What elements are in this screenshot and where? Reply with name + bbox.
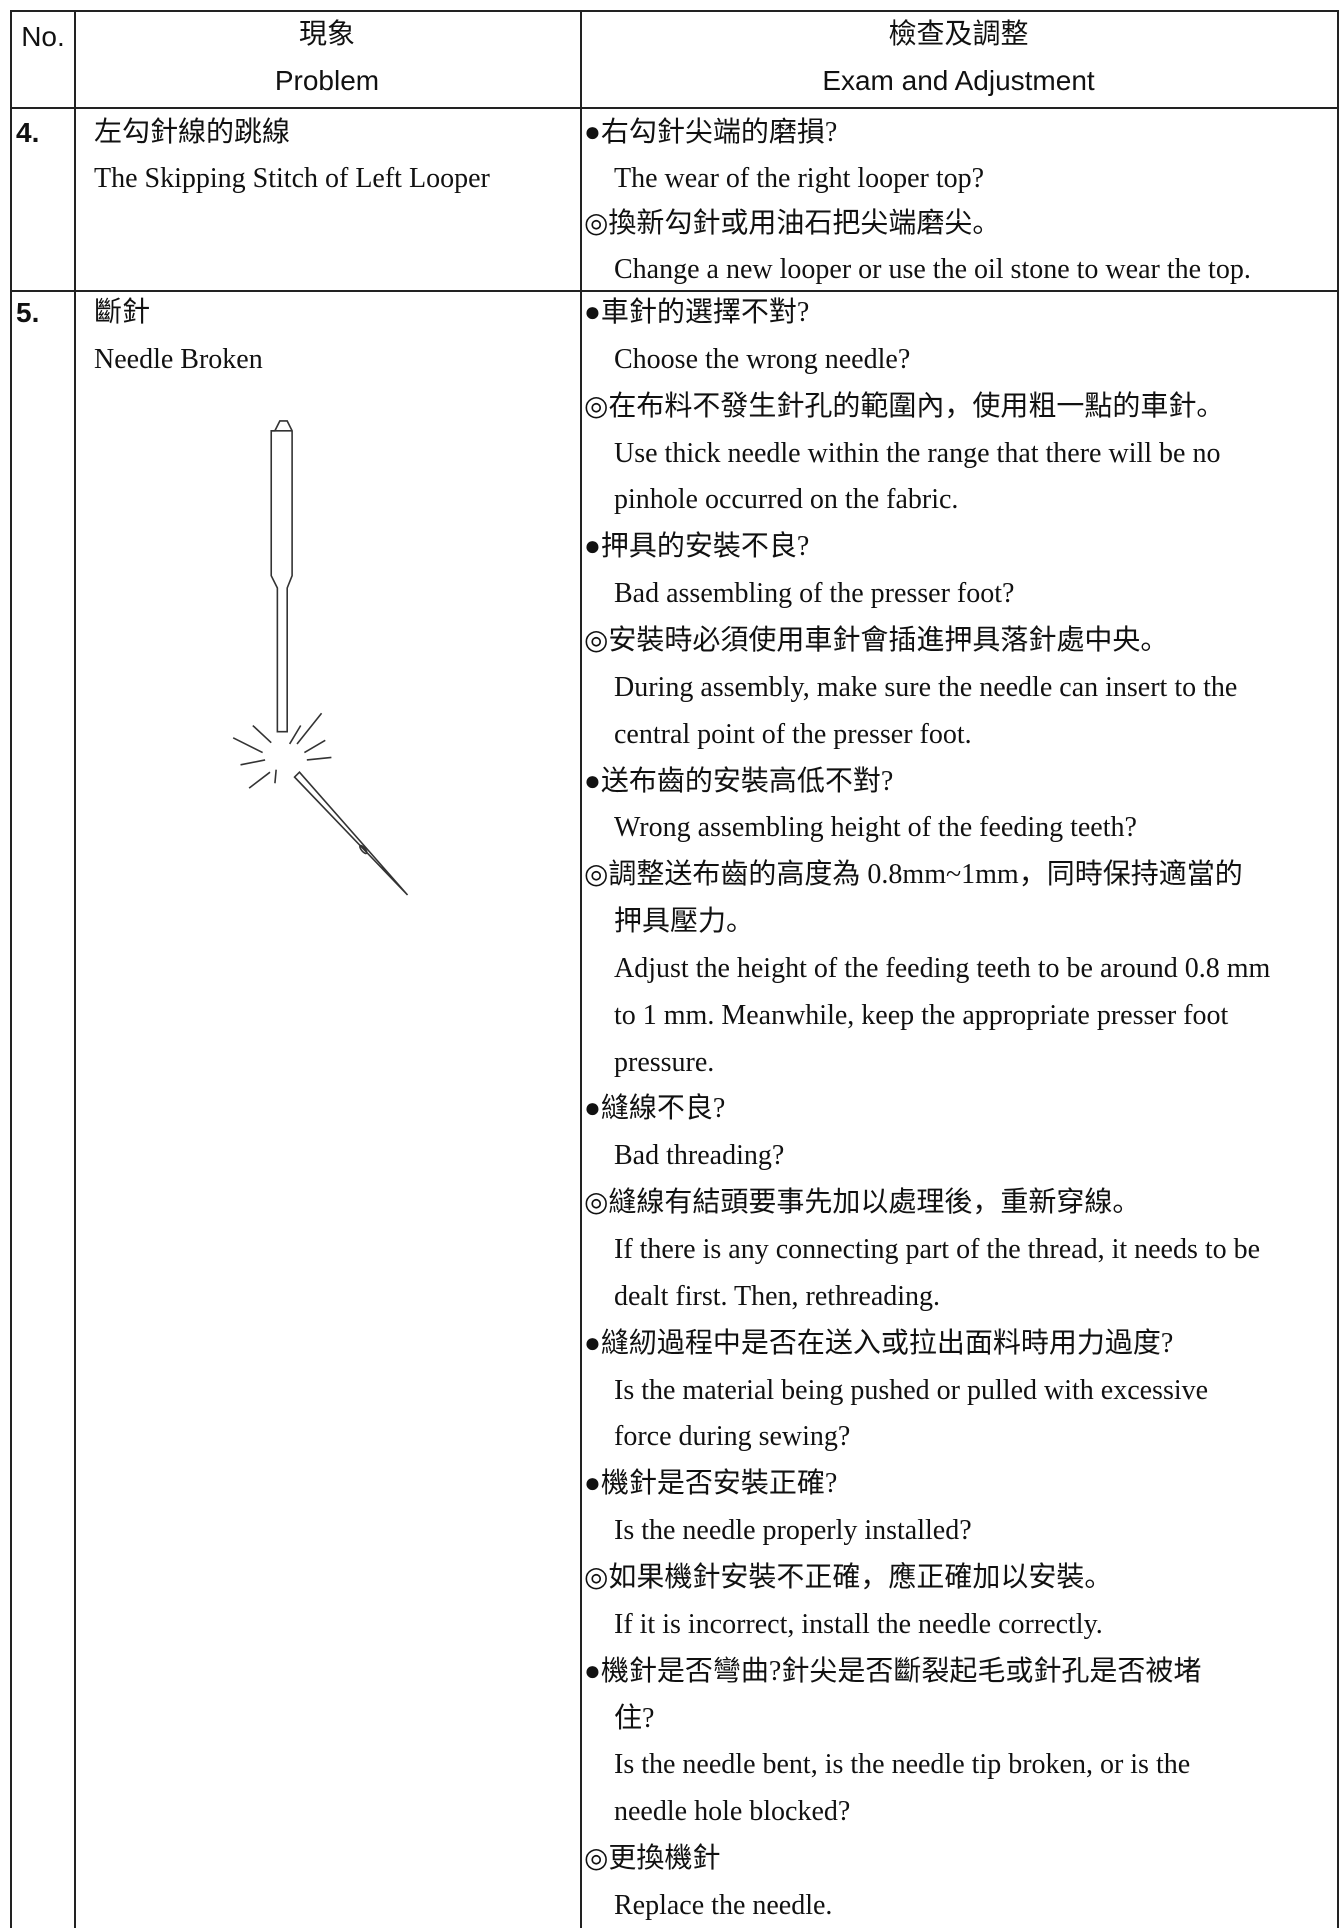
check-item: ●車針的選擇不對? — [584, 297, 810, 328]
check-detail: Is the material being pushed or pulled w… — [614, 1374, 1209, 1406]
check-detail: central point of the presser foot. — [614, 718, 972, 750]
check-item: ●機針是否安裝正確? — [584, 1468, 838, 1500]
header-no: No. — [21, 21, 65, 52]
check-detail: Use thick needle within the range that t… — [614, 437, 1221, 469]
check-detail: Is the needle bent, is the needle tip br… — [614, 1749, 1191, 1781]
check-item: ●機針是否彎曲?針尖是否斷裂起毛或針孔是否被堵 — [584, 1655, 1202, 1687]
table-rule — [10, 10, 1339, 12]
check-detail: Adjust the height of the feeding teeth t… — [614, 952, 1271, 984]
check-item: ●押具的安裝不良? — [584, 531, 810, 563]
check-detail: Choose the wrong needle? — [614, 343, 911, 375]
check-item: ◎縫線有結頭要事先加以處理後，重新穿線。 — [584, 1187, 1141, 1219]
check-item: ●右勾針尖端的磨損? — [584, 117, 838, 148]
check-item: ◎調整送布齒的高度為 0.8mm~1mm，同時保持適當的 — [584, 859, 1243, 891]
problem-zh: 斷針 — [94, 297, 151, 328]
check-detail: The wear of the right looper top? — [614, 162, 985, 194]
check-item: ◎如果機針安裝不正確，應正確加以安裝。 — [584, 1561, 1113, 1593]
row-number: 5. — [16, 297, 40, 328]
check-detail: During assembly, make sure the needle ca… — [614, 671, 1238, 703]
check-item: ◎更換機針 — [584, 1843, 721, 1875]
check-item: ●縫線不良? — [584, 1093, 726, 1125]
check-detail: Is the needle properly installed? — [614, 1515, 972, 1547]
header-exam-zh: 檢查及調整 — [888, 19, 1029, 50]
check-item: ◎換新勾針或用油石把尖端磨尖。 — [584, 208, 1001, 239]
check-detail: Wrong assembling height of the feeding t… — [614, 812, 1137, 844]
check-detail: to 1 mm. Meanwhile, keep the appropriate… — [614, 999, 1229, 1031]
check-detail: pinhole occurred on the fabric. — [614, 484, 959, 516]
table-rule — [10, 290, 1339, 292]
table-rule — [1337, 10, 1339, 1928]
check-detail: 住? — [614, 1702, 655, 1734]
problem-en: Needle Broken — [94, 343, 263, 375]
needle-illustration — [232, 420, 409, 896]
check-item: ◎安裝時必須使用車針會插進押具落針處中央。 — [584, 624, 1169, 656]
problem-zh: 左勾針線的跳線 — [94, 117, 291, 148]
check-detail: needle hole blocked? — [614, 1796, 851, 1828]
check-detail: 押具壓力。 — [614, 906, 755, 938]
check-item: ●縫紉過程中是否在送入或拉出面料時用力過度? — [584, 1327, 1174, 1359]
check-detail: If there is any connecting part of the t… — [614, 1234, 1261, 1265]
table-rule — [10, 10, 12, 1928]
check-detail: Change a new looper or use the oil stone… — [614, 253, 1251, 285]
check-detail: Bad assembling of the presser foot? — [614, 578, 1015, 610]
problem-en: The Skipping Stitch of Left Looper — [94, 162, 490, 194]
check-detail: Bad threading? — [614, 1140, 785, 1172]
check-item: ◎在布料不發生針孔的範圍內，使用粗一點的車針。 — [584, 390, 1225, 422]
header-problem-zh: 現象 — [298, 19, 355, 50]
row-number: 4. — [16, 117, 40, 148]
check-detail: pressure. — [614, 1046, 715, 1078]
check-detail: dealt first. Then, rethreading. — [614, 1280, 941, 1312]
table-rule — [10, 107, 1339, 109]
check-detail: If it is incorrect, install the needle c… — [614, 1608, 1103, 1640]
table-rule — [580, 10, 582, 1928]
table-rule — [74, 10, 76, 1928]
check-item: ●送布齒的安裝高低不對? — [584, 765, 894, 797]
check-detail: force during sewing? — [614, 1421, 851, 1453]
header-problem-en: Problem — [274, 65, 380, 96]
check-detail: Replace the needle. — [614, 1889, 833, 1921]
header-exam-en: Exam and Adjustment — [822, 65, 1095, 96]
